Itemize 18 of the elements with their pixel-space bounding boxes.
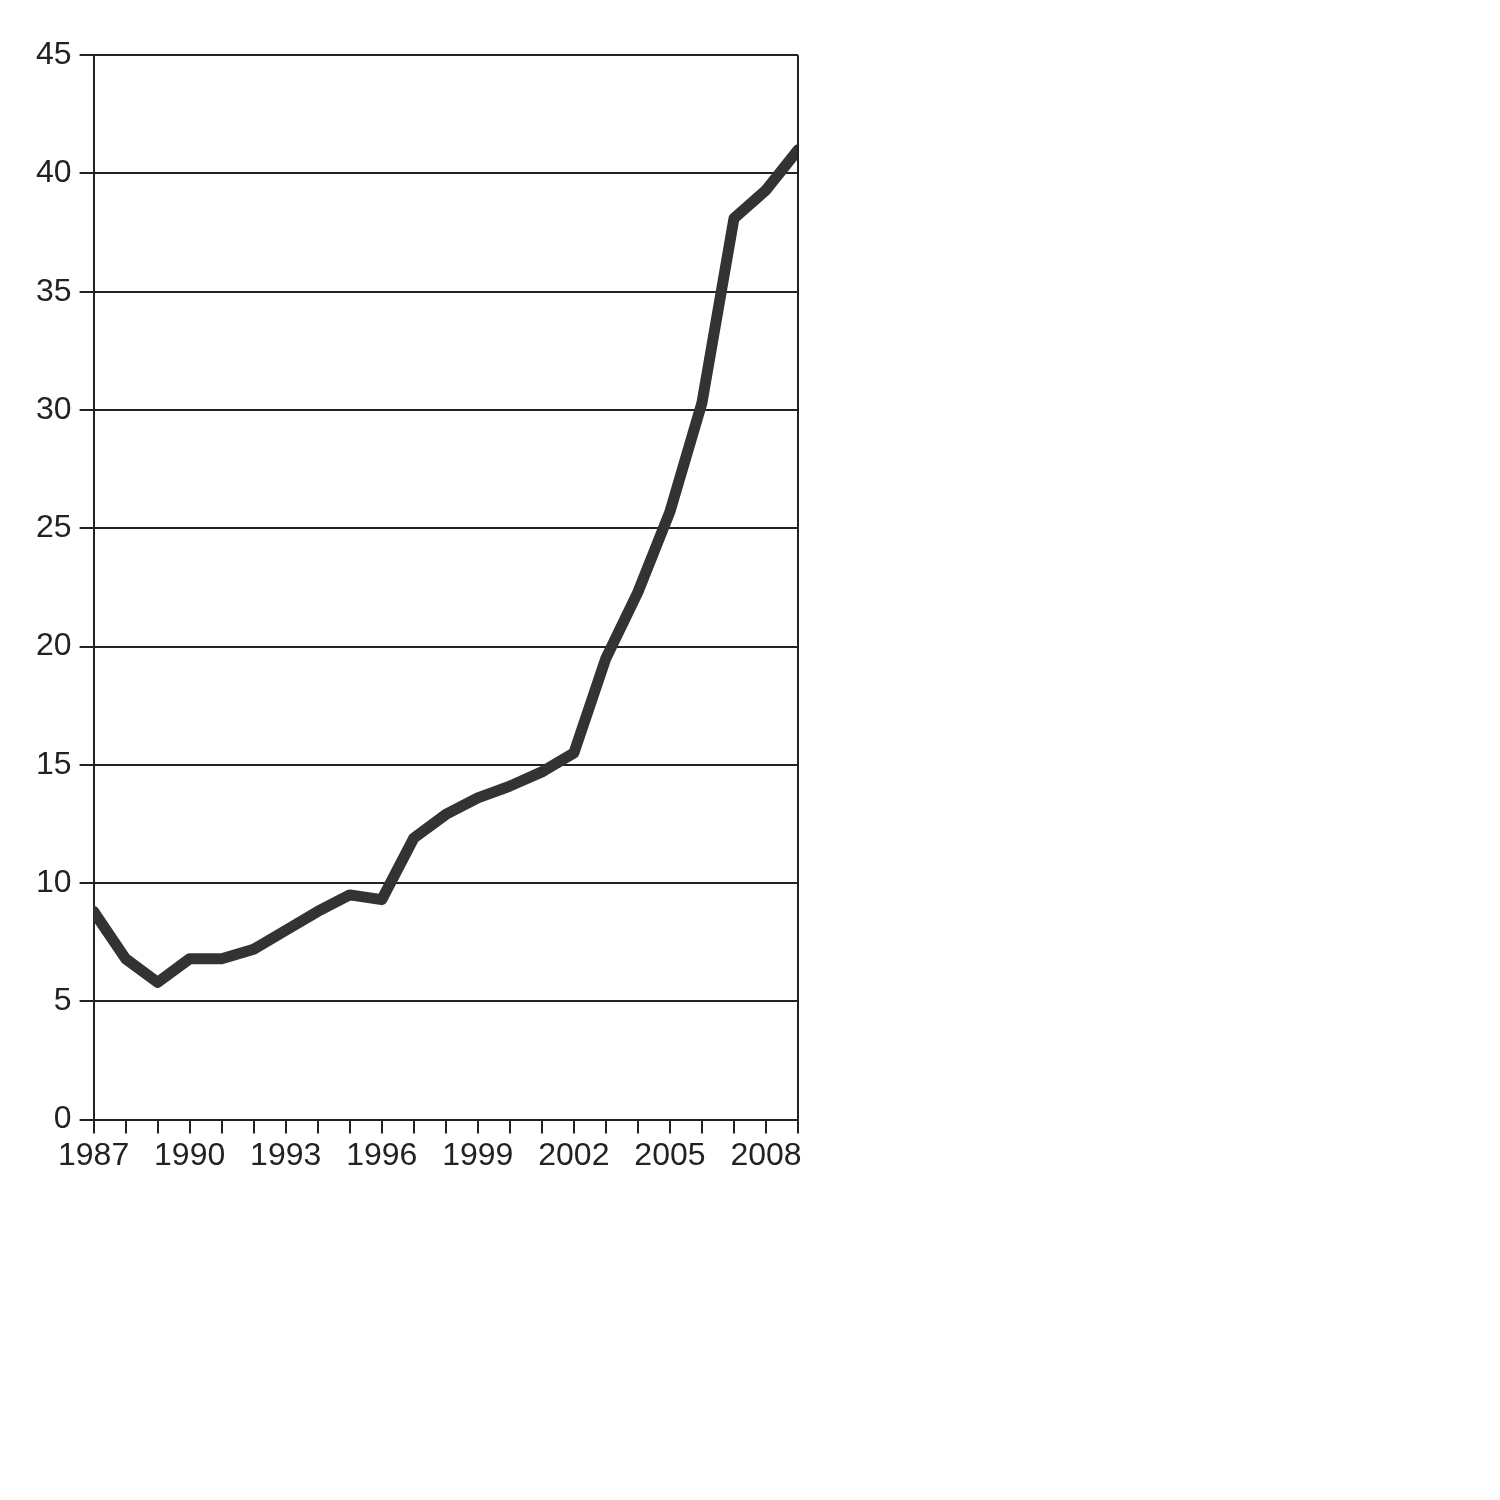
x-tick-label: 1999	[442, 1135, 514, 1172]
x-tick-label: 2008	[730, 1135, 802, 1172]
y-tick-label: 20	[36, 626, 72, 663]
x-tick-label: 1996	[346, 1135, 418, 1172]
y-tick-label: 35	[36, 271, 72, 308]
x-tick-label: 1987	[58, 1135, 130, 1172]
y-tick-label: 45	[36, 35, 72, 72]
x-tick-label: 1993	[250, 1135, 322, 1172]
y-tick-label: 25	[36, 508, 72, 545]
y-tick-label: 15	[36, 744, 72, 781]
x-tick-label: 2002	[538, 1135, 610, 1172]
x-tick-label: 2005	[634, 1135, 706, 1172]
y-tick-label: 40	[36, 153, 72, 190]
y-tick-label: 0	[53, 1099, 72, 1136]
x-tick-label: 1990	[154, 1135, 226, 1172]
y-tick-label: 5	[53, 981, 72, 1018]
y-tick-label: 10	[36, 862, 72, 899]
y-tick-label: 30	[36, 389, 72, 426]
